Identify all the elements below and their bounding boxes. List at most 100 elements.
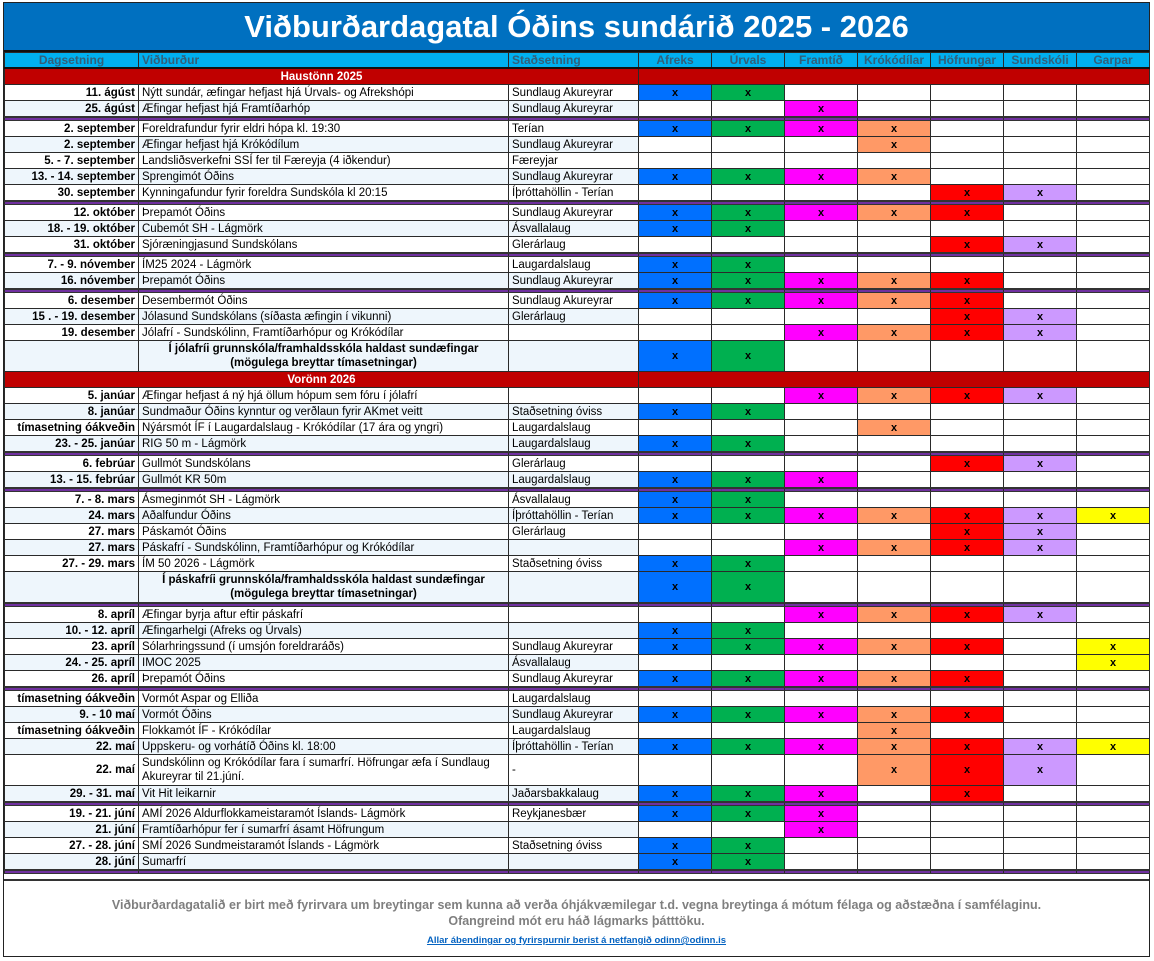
mark-krokodilar: x (857, 272, 931, 290)
event-row: 9. - 10 maí Vormót Óðins Sundlaug Akureyra… (4, 706, 1150, 723)
event-date: tímasetning óákveðin (4, 690, 139, 707)
mark-krokodilar (857, 256, 931, 273)
mark-garpar (1076, 622, 1150, 639)
mark-hofrungar (930, 491, 1004, 508)
mark-urvals: x (711, 403, 785, 420)
mark-urvals: x (711, 272, 785, 290)
header-group-urvals: Úrvals (711, 52, 785, 69)
event-row: 15 . - 19. desember Jólasund Sundskólans … (4, 308, 1150, 325)
mark-sundskoli (1003, 204, 1077, 221)
event-name: Gullmót KR 50m (138, 471, 509, 489)
mark-garpar (1076, 670, 1150, 688)
mark-hofrungar (930, 622, 1004, 639)
mark-garpar (1076, 571, 1150, 604)
mark-krokodilar (857, 220, 931, 237)
mark-hofrungar (930, 853, 1004, 871)
mark-krokodilar: x (857, 419, 931, 436)
header-group-framtid: Framtíð (784, 52, 858, 69)
mark-urvals: x (711, 785, 785, 803)
mark-garpar (1076, 100, 1150, 118)
event-date: 27. - 29. mars (4, 555, 139, 572)
event-name: Æfingar hefjast hjá Krókódílum (138, 136, 509, 153)
event-location: Jaðarsbakkalaug (508, 785, 639, 803)
event-name: IMOC 2025 (138, 654, 509, 671)
mark-urvals: x (711, 435, 785, 453)
mark-framtid (784, 571, 858, 604)
header-event: Viðburður (138, 52, 509, 69)
mark-framtid (784, 136, 858, 153)
mark-hofrungar (930, 654, 1004, 671)
mark-sundskoli (1003, 670, 1077, 688)
mark-afreks: x (638, 168, 712, 185)
mark-urvals: x (711, 805, 785, 822)
section-row: Vorönn 2026 (4, 371, 1150, 388)
mark-krokodilar (857, 340, 931, 372)
mark-urvals: x (711, 220, 785, 237)
event-name: Landsliðsverkefni SSÍ fer til Færeyja (4… (138, 152, 509, 169)
event-date: 7. - 8. mars (4, 491, 139, 508)
mark-krokodilar (857, 471, 931, 489)
event-date: 6. febrúar (4, 455, 139, 472)
mark-afreks (638, 136, 712, 153)
mark-afreks: x (638, 491, 712, 508)
mark-framtid (784, 184, 858, 202)
mark-urvals (711, 606, 785, 623)
event-row: 26. apríl Þrepamót Óðins Sundlaug Akureyra… (4, 670, 1150, 688)
mark-krokodilar (857, 403, 931, 420)
event-date: 30. september (4, 184, 139, 202)
event-row: tímasetning óákveðin Flokkamót ÍF - Krókó… (4, 722, 1150, 739)
event-location: Íþróttahöllin - Terían (508, 184, 639, 202)
mark-hofrungar: x (930, 236, 1004, 254)
mark-garpar (1076, 256, 1150, 273)
mark-framtid: x (784, 204, 858, 221)
mark-urvals (711, 100, 785, 118)
event-name: Cubemót SH - Lágmörk (138, 220, 509, 237)
mark-framtid (784, 690, 858, 707)
mark-garpar (1076, 419, 1150, 436)
event-date: 11. ágúst (4, 84, 139, 101)
event-location: Sundlaug Akureyrar (508, 670, 639, 688)
page-title: Viðburðardagatal Óðins sundárið 2025 - 2… (4, 3, 1149, 52)
event-date: tímasetning óákveðin (4, 419, 139, 436)
mark-urvals (711, 754, 785, 786)
event-location: Sundlaug Akureyrar (508, 272, 639, 290)
event-row: 19. desember Jólafrí - Sundskólinn, Framt… (4, 324, 1150, 341)
mark-afreks (638, 236, 712, 254)
event-location: Laugardalslaug (508, 419, 639, 436)
contact-email-link[interactable]: Allar ábendingar og fyrirspurnir berist … (426, 935, 727, 946)
event-name: Aðalfundur Óðins (138, 507, 509, 524)
mark-sundskoli (1003, 120, 1077, 137)
mark-sundskoli (1003, 821, 1077, 838)
mark-krokodilar: x (857, 754, 931, 786)
mark-urvals: x (711, 491, 785, 508)
mark-urvals: x (711, 204, 785, 221)
event-date: tímasetning óákveðin (4, 722, 139, 739)
month-separator (4, 451, 1150, 456)
mark-afreks (638, 539, 712, 556)
mark-afreks: x (638, 120, 712, 137)
mark-sundskoli (1003, 622, 1077, 639)
mark-urvals: x (711, 738, 785, 755)
mark-hofrungar: x (930, 272, 1004, 290)
mark-hofrungar (930, 340, 1004, 372)
mark-sundskoli: x (1003, 324, 1077, 341)
event-name: Æfingarhelgi (Afreks og Úrvals) (138, 622, 509, 639)
event-name: Ásmeginmót SH - Lágmörk (138, 491, 509, 508)
event-date: 7. - 9. nóvember (4, 256, 139, 273)
mark-afreks (638, 100, 712, 118)
mark-afreks: x (638, 805, 712, 822)
mark-krokodilar (857, 805, 931, 822)
event-date: 6. desember (4, 292, 139, 309)
mark-framtid: x (784, 805, 858, 822)
event-location: Reykjanesbær (508, 805, 639, 822)
mark-sundskoli (1003, 100, 1077, 118)
mark-sundskoli (1003, 471, 1077, 489)
mark-krokodilar (857, 785, 931, 803)
mark-hofrungar: x (930, 308, 1004, 325)
header-group-sundskoli: Sundskóli (1003, 52, 1077, 69)
mark-framtid: x (784, 387, 858, 404)
event-date: 16. nóvember (4, 272, 139, 290)
mark-framtid (784, 555, 858, 572)
mark-afreks: x (638, 837, 712, 854)
mark-urvals: x (711, 507, 785, 524)
